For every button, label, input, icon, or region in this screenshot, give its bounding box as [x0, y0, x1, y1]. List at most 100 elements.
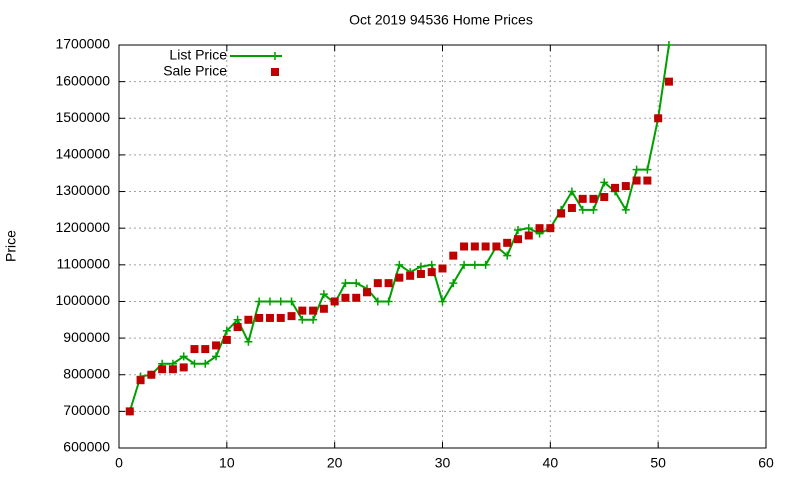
y-tick-label: 700000: [63, 402, 110, 418]
point-marker: [643, 165, 652, 174]
point-marker: [470, 260, 479, 269]
point-marker: [384, 297, 393, 306]
legend-marker: [271, 68, 279, 76]
point-marker: [276, 313, 285, 322]
point-marker: [578, 205, 587, 214]
point-marker: [567, 187, 576, 196]
point-marker: [503, 251, 512, 260]
point-marker: [158, 365, 167, 374]
point-marker: [287, 297, 296, 306]
point-marker: [438, 264, 447, 273]
point-marker: [363, 288, 372, 297]
point-marker: [621, 182, 630, 191]
legend-marker: [271, 52, 279, 60]
point-marker: [201, 345, 210, 354]
point-marker: [255, 297, 264, 306]
point-marker: [535, 224, 544, 233]
point-marker: [136, 376, 145, 385]
point-marker: [557, 209, 566, 218]
x-tick-label: 20: [327, 455, 343, 471]
point-marker: [190, 345, 199, 354]
point-marker: [416, 269, 425, 278]
point-marker: [395, 273, 404, 282]
point-marker: [589, 205, 598, 214]
point-marker: [309, 315, 318, 324]
point-marker: [179, 363, 188, 372]
point-marker: [319, 304, 328, 313]
point-marker: [632, 176, 641, 185]
point-marker: [664, 77, 673, 86]
y-tick-label: 1400000: [55, 146, 110, 162]
point-marker: [179, 352, 188, 361]
y-tick-label: 600000: [63, 439, 110, 455]
point-marker: [611, 183, 620, 192]
point-marker: [481, 260, 490, 269]
point-marker: [600, 193, 609, 202]
point-marker: [406, 271, 415, 280]
x-tick-label: 30: [435, 455, 451, 471]
point-marker: [654, 114, 663, 123]
point-marker: [503, 238, 512, 247]
point-marker: [298, 315, 307, 324]
point-marker: [255, 313, 264, 322]
point-marker: [664, 41, 673, 49]
point-marker: [287, 312, 296, 321]
point-marker: [341, 293, 350, 302]
y-tick-label: 800000: [63, 365, 110, 381]
point-marker: [395, 260, 404, 269]
point-marker: [632, 165, 641, 174]
point-marker: [190, 359, 199, 368]
point-marker: [460, 260, 469, 269]
point-marker: [319, 290, 328, 299]
point-marker: [341, 279, 350, 288]
point-marker: [276, 297, 285, 306]
point-marker: [470, 242, 479, 251]
point-marker: [427, 268, 436, 277]
point-marker: [481, 242, 490, 251]
point-marker: [212, 341, 221, 350]
y-tick-label: 1600000: [55, 72, 110, 88]
point-marker: [168, 365, 177, 374]
point-marker: [416, 262, 425, 271]
point-marker: [330, 297, 339, 306]
point-marker: [524, 224, 533, 233]
point-marker: [643, 176, 652, 185]
plot-frame: [118, 44, 767, 449]
point-marker: [621, 205, 630, 214]
point-marker: [427, 260, 436, 269]
y-tick-label: 900000: [63, 329, 110, 345]
legend-label: Sale Price: [163, 63, 227, 79]
point-marker: [222, 335, 231, 344]
y-axis-label: Price: [3, 230, 19, 262]
point-marker: [438, 297, 447, 306]
x-tick-label: 10: [219, 455, 235, 471]
y-tick-label: 1200000: [55, 219, 110, 235]
point-marker: [589, 194, 598, 203]
point-marker: [578, 194, 587, 203]
point-marker: [222, 326, 231, 335]
point-marker: [546, 224, 555, 233]
point-marker: [352, 279, 361, 288]
point-marker: [373, 297, 382, 306]
point-marker: [449, 251, 458, 260]
point-marker: [513, 226, 522, 235]
point-marker: [460, 242, 469, 251]
point-marker: [309, 306, 318, 315]
x-tick-label: 50: [650, 455, 666, 471]
y-tick-label: 1700000: [55, 36, 110, 52]
x-tick-label: 40: [543, 455, 559, 471]
legend-label: List Price: [169, 47, 227, 63]
point-marker: [298, 306, 307, 315]
point-marker: [212, 352, 221, 361]
point-marker: [233, 323, 242, 332]
point-marker: [600, 178, 609, 187]
point-marker: [244, 337, 253, 346]
point-marker: [233, 315, 242, 324]
chart-title: Oct 2019 94536 Home Prices: [349, 12, 533, 28]
point-marker: [201, 359, 210, 368]
point-marker: [125, 407, 134, 416]
point-marker: [244, 315, 253, 324]
point-marker: [265, 297, 274, 306]
point-marker: [265, 313, 274, 322]
